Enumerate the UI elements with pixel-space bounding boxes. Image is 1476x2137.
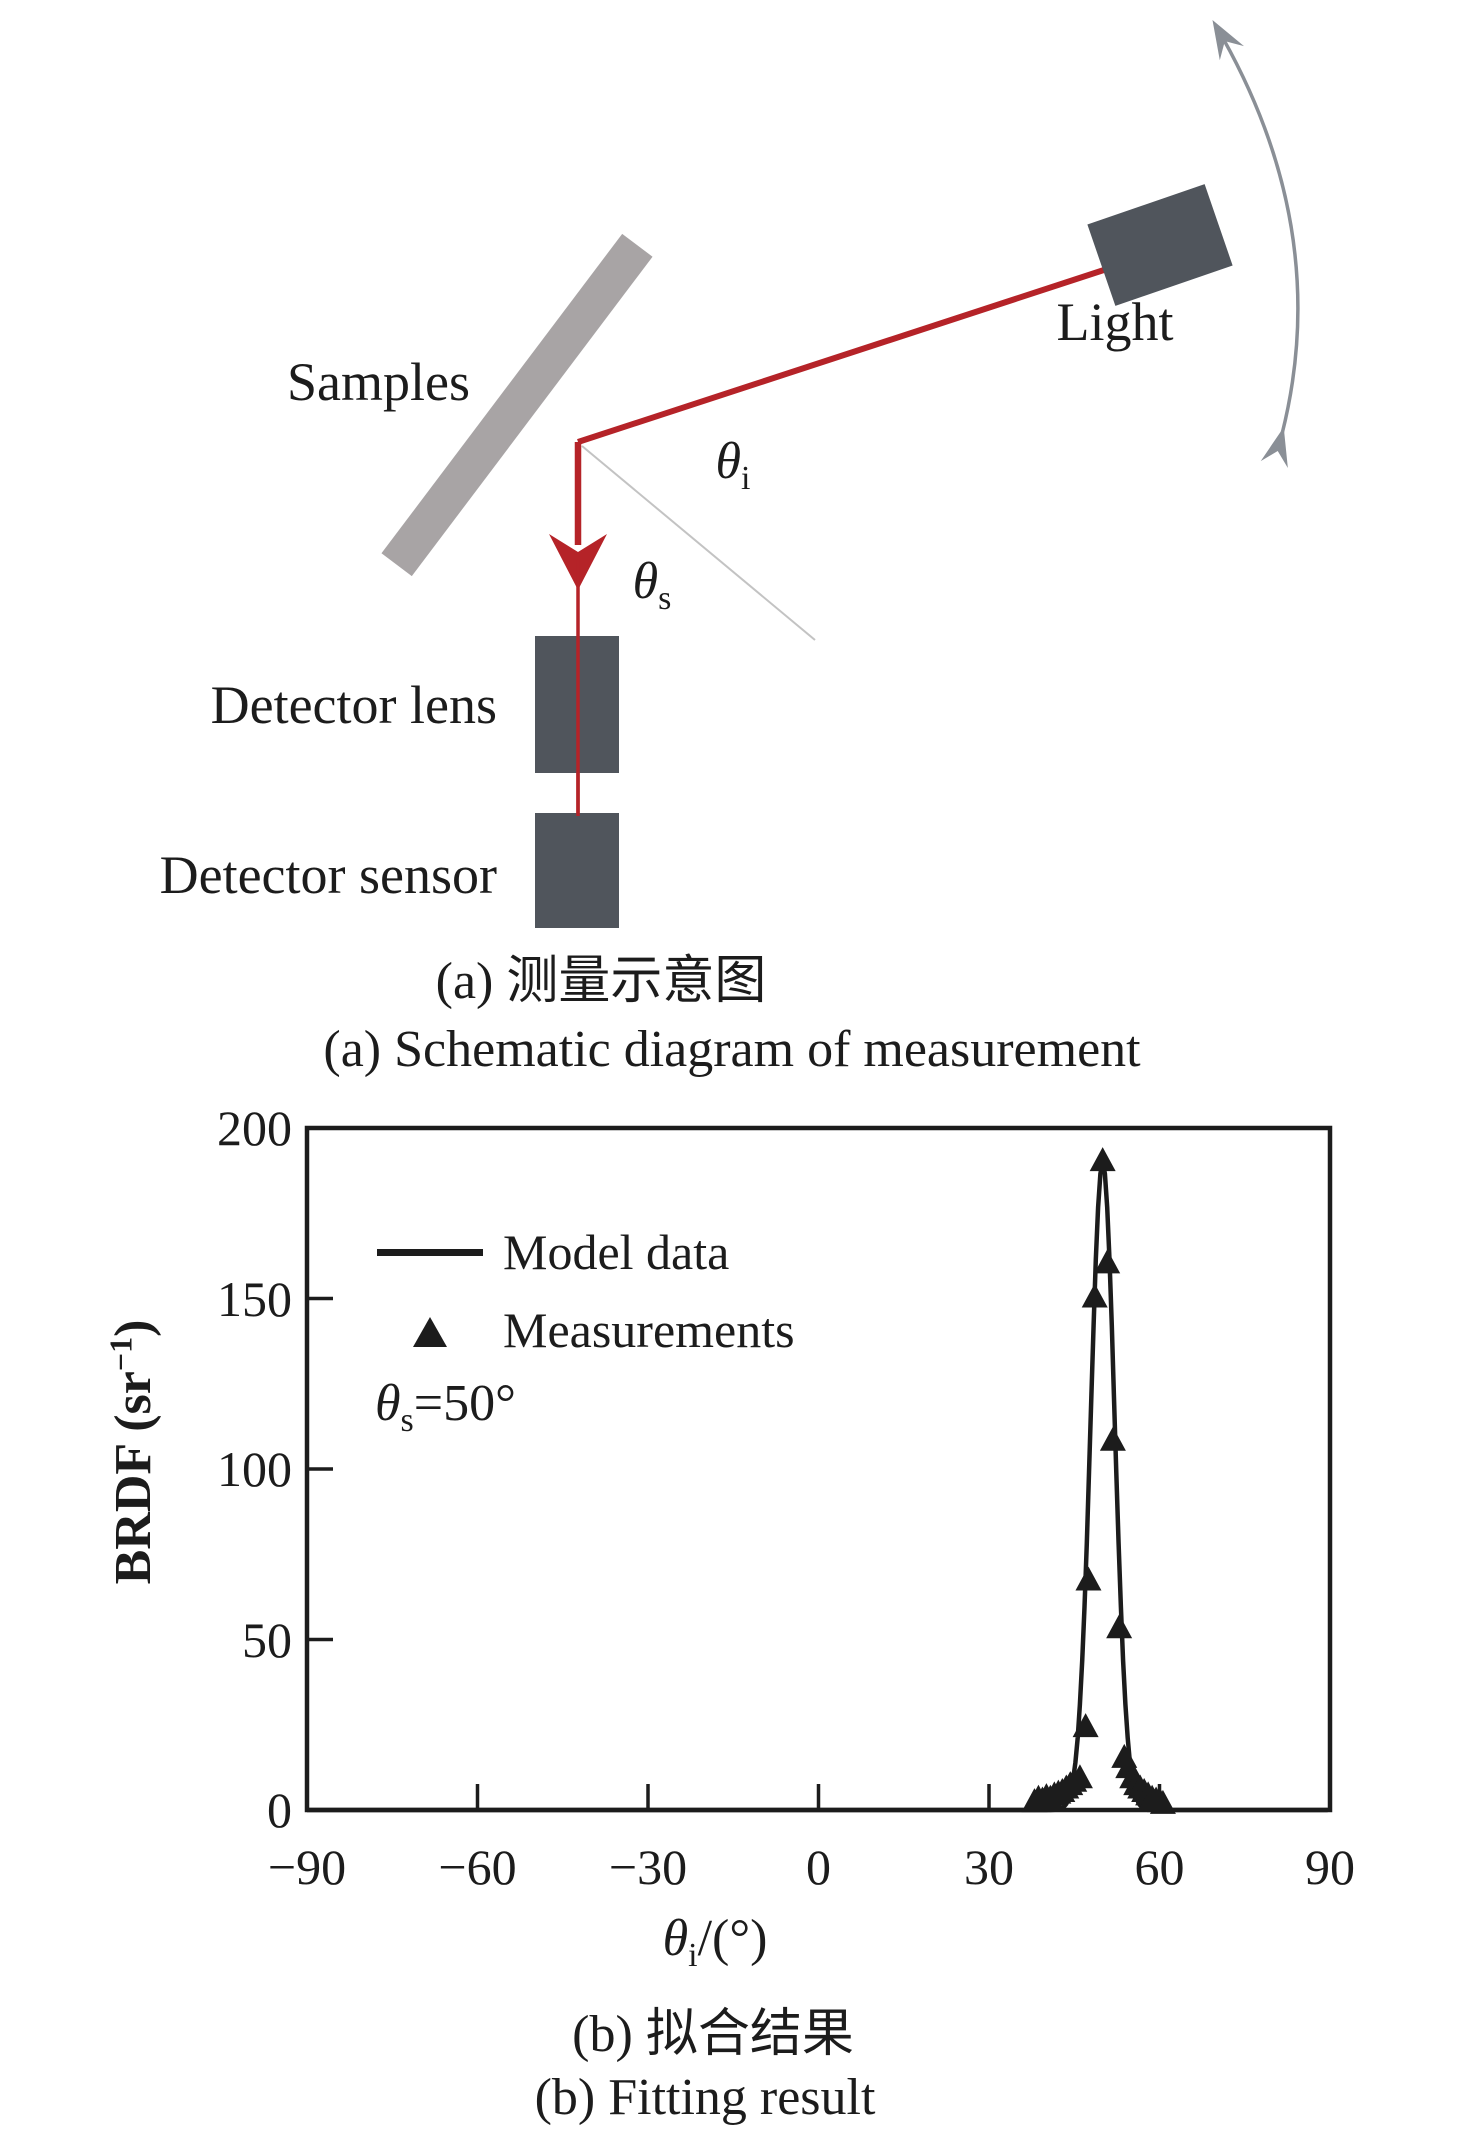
theta-s-symbol: θ bbox=[632, 552, 659, 610]
sample-normal-line bbox=[581, 445, 816, 641]
x-tick-label: 30 bbox=[964, 1839, 1014, 1895]
measurement-point bbox=[1099, 1426, 1126, 1451]
measurement-point bbox=[1149, 1789, 1176, 1814]
y-tick-label: 0 bbox=[267, 1782, 292, 1838]
legend-line-swatch-icon bbox=[377, 1249, 483, 1256]
measurement-point bbox=[1094, 1249, 1121, 1274]
legend-triangle-swatch-icon bbox=[413, 1317, 447, 1347]
rotation-arc-arrow-icon bbox=[1212, 19, 1300, 468]
x-tick-label: −90 bbox=[267, 1839, 347, 1895]
theta-i-label: θi bbox=[715, 432, 751, 498]
plot-frame bbox=[304, 1125, 1333, 1813]
samples-label: Samples bbox=[287, 352, 470, 412]
y-axis-label-exponent: −1 bbox=[102, 1336, 139, 1372]
legend-measurements: Measurements bbox=[503, 1302, 795, 1358]
y-axis-label-text: BRDF (sr bbox=[105, 1371, 163, 1585]
y-tick-label: 200 bbox=[217, 1100, 292, 1156]
x-axis-theta-symbol: θ bbox=[662, 1909, 689, 1967]
detector-lens-label: Detector lens bbox=[210, 675, 497, 735]
condition-theta-subscript: s bbox=[400, 1402, 414, 1440]
theta-i-symbol: θ bbox=[715, 432, 742, 490]
measurement-point bbox=[1089, 1147, 1116, 1172]
x-tick-label: 90 bbox=[1305, 1839, 1355, 1895]
condition-annotation: θs=50° bbox=[375, 1374, 516, 1440]
x-tick-label: −60 bbox=[438, 1839, 517, 1895]
measurement-point bbox=[1072, 1713, 1099, 1738]
caption-b-english: (b) Fitting result bbox=[534, 2069, 876, 2126]
x-tick-label: 60 bbox=[1134, 1839, 1185, 1895]
theta-s-label: θs bbox=[632, 552, 672, 618]
caption-b-chinese: (b) 拟合结果 bbox=[572, 2006, 854, 2063]
x-axis-unit: /(°) bbox=[697, 1909, 768, 1967]
schematic-diagram-graphic bbox=[381, 19, 1300, 928]
model-data-curve bbox=[307, 1159, 1328, 1813]
caption-a-english: (a) Schematic diagram of measurement bbox=[323, 1021, 1141, 1078]
x-tick-label: 0 bbox=[806, 1839, 831, 1895]
condition-theta-symbol: θ bbox=[375, 1374, 401, 1432]
x-axis-theta-subscript: i bbox=[688, 1937, 698, 1975]
x-tick-label: −30 bbox=[608, 1839, 688, 1895]
theta-i-subscript: i bbox=[741, 460, 751, 498]
measurement-point bbox=[1075, 1566, 1102, 1591]
sample-bar bbox=[381, 233, 653, 577]
y-axis-label-close: ) bbox=[105, 1319, 163, 1337]
measurement-point bbox=[1066, 1764, 1093, 1789]
y-tick-label: 100 bbox=[217, 1441, 292, 1497]
caption-a-chinese: (a) 测量示意图 bbox=[435, 953, 767, 1010]
x-axis-label: θi/(°) bbox=[662, 1909, 768, 1975]
measurement-point bbox=[1106, 1614, 1133, 1639]
y-axis-label: BRDF (sr−1) bbox=[103, 1320, 163, 1585]
detector-sensor-label: Detector sensor bbox=[159, 845, 497, 905]
light-source-box bbox=[1087, 184, 1233, 306]
y-tick-label: 50 bbox=[242, 1611, 292, 1668]
y-tick-label: 150 bbox=[217, 1270, 292, 1327]
measurement-point bbox=[1081, 1283, 1108, 1308]
legend-model-data: Model data bbox=[503, 1224, 730, 1280]
condition-value: =50° bbox=[413, 1374, 516, 1432]
incident-beam bbox=[577, 265, 1111, 445]
light-label: Light bbox=[1056, 292, 1174, 352]
detector-sensor-box bbox=[535, 813, 619, 928]
theta-s-subscript: s bbox=[658, 580, 672, 618]
brdf-chart-graphic bbox=[304, 1125, 1333, 1814]
